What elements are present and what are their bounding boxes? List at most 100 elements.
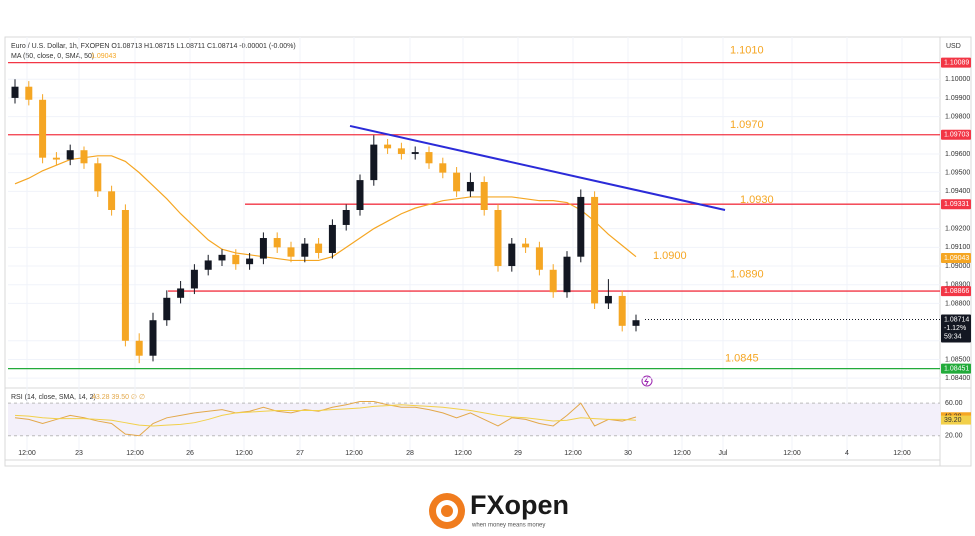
candle-body — [315, 243, 323, 253]
y-tick-label: 1.08800 — [945, 300, 970, 307]
candle-body — [204, 260, 212, 270]
candle-body — [397, 148, 405, 154]
candle-body — [342, 210, 350, 225]
x-tick-label: 12:00 — [564, 450, 582, 457]
level-annotation: 1.0845 — [725, 353, 759, 365]
price-tag-label: 1.09703 — [944, 132, 969, 139]
y-tick-label: 1.09600 — [945, 151, 970, 158]
last-price-countdown: 59:34 — [944, 333, 962, 340]
candle-body — [287, 247, 295, 257]
candle-body — [522, 243, 530, 248]
candle-body — [232, 254, 240, 265]
candle-body — [384, 144, 392, 149]
price-tag — [941, 57, 971, 68]
candle-body — [549, 269, 557, 293]
candle-body — [11, 86, 19, 98]
x-tick-label: Jul — [719, 450, 728, 457]
candle-body — [604, 295, 612, 304]
rsi-title: RSI (14, close, SMA, 14, 2) — [11, 394, 96, 401]
candle-body — [190, 269, 198, 289]
rsi-tag-label: 39.20 — [944, 417, 962, 424]
candle-body — [39, 99, 47, 158]
x-tick-label: 26 — [186, 450, 194, 457]
price-tag — [941, 363, 971, 374]
candle-body — [218, 254, 226, 261]
logo-emblem-core — [441, 505, 453, 517]
y-tick-label: 1.08500 — [945, 356, 970, 363]
candle-body — [301, 243, 309, 257]
rsi-line — [14, 401, 637, 437]
candle-body — [411, 152, 419, 154]
x-tick-label: 29 — [514, 450, 522, 457]
candle-body — [66, 150, 74, 160]
candle-body — [577, 196, 585, 257]
candle-body — [508, 243, 516, 267]
x-tick-label: 23 — [75, 450, 83, 457]
ma-value: 1.09043 — [91, 53, 116, 60]
symbol-info: Euro / U.S. Dollar, 1h, FXOPEN O1.08713 … — [11, 43, 296, 50]
candle-body — [535, 247, 543, 270]
last-price-change: -1.12% — [944, 325, 966, 332]
candle-body — [466, 181, 474, 192]
candle-body — [563, 256, 571, 293]
candle-body — [108, 191, 116, 210]
x-tick-label: 12:00 — [454, 450, 472, 457]
x-tick-label: 12:00 — [126, 450, 144, 457]
candle-body — [480, 181, 488, 210]
candle-body — [618, 295, 626, 326]
x-tick-label: 12:00 — [783, 450, 801, 457]
y-tick-label: 1.09500 — [945, 169, 970, 176]
candle-body — [632, 320, 640, 326]
y-tick-label: 1.09200 — [945, 226, 970, 233]
logo: FXopen when money means money — [429, 490, 569, 529]
y-tick-label: 1.08900 — [945, 282, 970, 289]
x-tick-label: 27 — [296, 450, 304, 457]
candle-body — [591, 196, 599, 304]
candle-body — [163, 297, 171, 321]
rsi-readout: 43.28 39.50 ∅ ∅ — [92, 394, 145, 401]
y-tick-label: 1.09800 — [945, 113, 970, 120]
price-tag-label: 1.10089 — [944, 59, 969, 66]
level-annotation: 1.0890 — [730, 269, 764, 281]
candle-body — [52, 157, 60, 160]
price-tag — [941, 199, 971, 210]
ma-line — [14, 155, 637, 262]
price-tag — [941, 286, 971, 297]
x-tick-label: 30 — [624, 450, 632, 457]
event-icon[interactable] — [641, 375, 653, 387]
currency: USD — [946, 43, 961, 50]
candle-body — [259, 238, 267, 259]
logo-brand: FXopen — [470, 490, 569, 520]
level-annotation: 1.1010 — [730, 44, 764, 56]
rsi-tick-label: 20.00 — [945, 433, 963, 440]
candle-body — [121, 210, 129, 341]
candle-body — [94, 163, 102, 192]
candle-body — [356, 180, 364, 210]
candle-body — [80, 150, 88, 164]
y-tick-label: 1.09100 — [945, 244, 970, 251]
candle-body — [25, 86, 33, 100]
rsi-tag — [941, 415, 971, 425]
candle-body — [273, 238, 281, 248]
candle-body — [246, 258, 254, 265]
last-price-label: 1.08714 — [944, 316, 969, 323]
y-tick-label: 1.09900 — [945, 95, 970, 102]
y-tick-label: 1.09000 — [945, 263, 970, 270]
ma-info: MA (50, close, 0, SMA, 50) — [11, 53, 94, 60]
y-tick-label: 1.09400 — [945, 188, 970, 195]
candle-body — [494, 210, 502, 267]
x-tick-label: 12:00 — [345, 450, 363, 457]
rsi-tick-label: 60.00 — [945, 400, 963, 407]
candle-body — [177, 288, 185, 298]
price-tag — [941, 253, 971, 264]
candle-body — [135, 340, 143, 356]
level-annotation: 1.0970 — [730, 119, 764, 131]
candle-body — [439, 163, 447, 173]
event-icon-bolt — [644, 376, 649, 386]
trendline — [349, 124, 726, 211]
x-tick-label: 12:00 — [673, 450, 691, 457]
price-tag-label: 1.09331 — [944, 201, 969, 208]
candle-body — [328, 224, 336, 253]
x-tick-label: 4 — [845, 450, 849, 457]
